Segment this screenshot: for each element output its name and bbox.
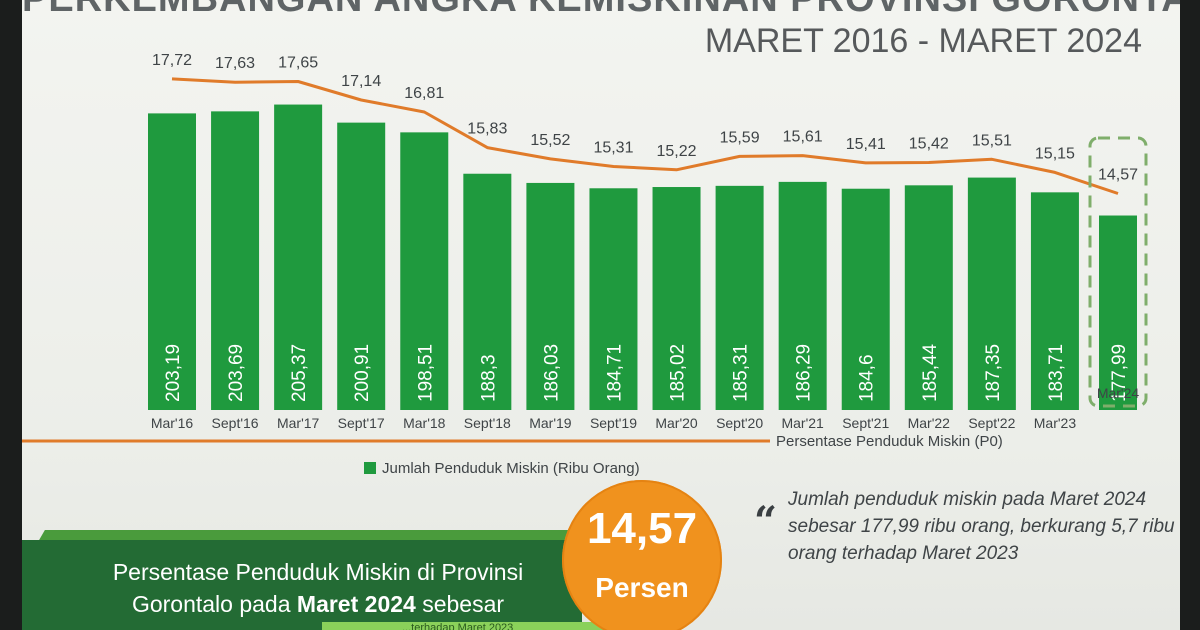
category-label: Mar'19 xyxy=(529,415,572,431)
legend-line-label: Persentase Penduduk Miskin (P0) xyxy=(776,433,1003,450)
percentage-line xyxy=(171,77,1119,195)
bar-0 xyxy=(148,113,196,411)
bar-10 xyxy=(778,181,827,410)
bar-value-label: 183,71 xyxy=(1046,344,1067,402)
category-labels-group: Mar'16 Sept'16 Mar'17 Sept'17 Mar'18 Sept'18 M… xyxy=(151,385,1140,431)
bar-value-label: 185,44 xyxy=(920,343,941,402)
line-group xyxy=(171,77,1119,195)
line-labels-group: 17,72 17,63 17,65 17,14 16,81 15,83 15,52 15,31… xyxy=(152,52,1138,184)
category-label: Sept'17 xyxy=(338,415,385,431)
highlight-group xyxy=(1088,136,1148,408)
callout-value: 14,57 xyxy=(586,504,698,553)
legend: Jumlah Penduduk Miskin (Ribu Orang) Pers… xyxy=(22,433,1003,477)
bar-value-label: 185,02 xyxy=(668,344,689,402)
bar-7 xyxy=(589,188,638,410)
bar-8 xyxy=(652,187,701,410)
line-value-label: 16,81 xyxy=(404,85,444,102)
line-value-label: 15,22 xyxy=(657,143,697,160)
banner-strip: ...terhadap Maret 2023 xyxy=(322,622,642,630)
line-value-label: 17,14 xyxy=(341,73,381,90)
chart-title: PERKEMBANGAN ANGKA KEMISKINAN PROVINSI G… xyxy=(22,0,1180,21)
category-label: Mar'21 xyxy=(781,415,824,431)
legend-bar-label: Jumlah Penduduk Miskin (Ribu Orang) xyxy=(382,460,640,477)
line-value-label: 15,31 xyxy=(593,140,633,157)
bar-value-label: 203,69 xyxy=(226,344,247,402)
bar-9 xyxy=(715,185,764,410)
bar-value-label: 185,31 xyxy=(731,344,752,402)
bar-value-label: 186,29 xyxy=(794,344,815,402)
line-value-label: 15,51 xyxy=(972,132,1012,149)
category-label: Sept'18 xyxy=(464,415,511,431)
banner-line-2-prefix: Gorontalo pada xyxy=(131,591,297,617)
bar-values-group: 203,19 203,69 205,37 200,91 198,51 188,3 186,0… xyxy=(163,343,1130,402)
category-label: Sept'20 xyxy=(716,415,763,431)
banner-line-2-bold: Maret 2024 xyxy=(296,591,416,617)
bar-2 xyxy=(274,104,323,410)
bar-5 xyxy=(463,173,512,410)
legend-bar-swatch xyxy=(364,462,376,474)
bar-value-label: 200,91 xyxy=(352,344,373,402)
summary-banner xyxy=(22,540,582,630)
bar-3 xyxy=(337,122,386,410)
bar-value-label: 184,71 xyxy=(604,344,625,402)
banner-line-2-suffix: sebesar xyxy=(415,591,505,617)
bar-value-label: 186,03 xyxy=(541,344,562,402)
category-label: Mar'20 xyxy=(655,415,698,431)
bar-value-label: 205,37 xyxy=(289,344,310,402)
bar-14 xyxy=(1030,192,1079,410)
line-value-label: 17,72 xyxy=(152,52,192,69)
banner-accent xyxy=(39,530,605,540)
line-value-label: 15,83 xyxy=(467,121,507,138)
category-label: Mar'18 xyxy=(403,415,446,431)
banner-line-1: Persentase Penduduk Miskin di Provinsi xyxy=(112,559,524,585)
category-label: Sept'22 xyxy=(968,415,1015,431)
line-value-label: 15,42 xyxy=(909,136,949,153)
quote-mark-icon: “ xyxy=(754,498,778,545)
bar-value-label: 203,19 xyxy=(163,344,184,402)
bar-12 xyxy=(904,185,953,410)
category-label: Sept'19 xyxy=(590,415,637,431)
bar-13 xyxy=(967,177,1016,410)
line-value-label: 15,59 xyxy=(720,129,760,146)
category-label: Sept'21 xyxy=(842,415,889,431)
bar-1 xyxy=(211,111,260,411)
bar-11 xyxy=(841,188,890,410)
quote-text: Jumlah penduduk miskin pada Maret 2024 s… xyxy=(788,489,1175,564)
banner-line-2: Gorontalo pada Maret 2024 sebesar xyxy=(58,588,578,620)
line-value-label: 17,63 xyxy=(215,55,255,72)
bar-value-label: 188,3 xyxy=(478,354,499,402)
line-value-label: 15,41 xyxy=(846,136,886,153)
percentage-callout: 14,57 Persen xyxy=(562,480,722,630)
bar-4 xyxy=(400,132,449,410)
line-value-label: 15,15 xyxy=(1035,145,1075,162)
bar-value-label: 184,6 xyxy=(857,354,878,402)
line-value-label: 15,52 xyxy=(530,132,570,149)
bar-value-label: 187,35 xyxy=(983,344,1004,402)
highlight-box xyxy=(1088,136,1148,408)
bar-value-label: 198,51 xyxy=(415,344,436,402)
category-label: Mar'23 xyxy=(1034,415,1077,431)
callout-unit: Persen xyxy=(595,572,689,603)
slide: PERKEMBANGAN ANGKA KEMISKINAN PROVINSI G… xyxy=(22,0,1180,630)
line-value-label: 17,65 xyxy=(278,54,318,71)
category-label: Mar'16 xyxy=(151,415,194,431)
category-label: Mar'24 xyxy=(1097,385,1140,401)
line-value-label: 14,57 xyxy=(1098,166,1138,183)
summary-banner-text: Persentase Penduduk Miskin di Provinsi G… xyxy=(58,556,578,620)
category-label: Mar'22 xyxy=(908,415,951,431)
bars-group xyxy=(148,104,1137,411)
bar-value-label: 177,99 xyxy=(1109,344,1130,402)
bar-6 xyxy=(526,182,575,410)
category-label: Sept'16 xyxy=(212,415,259,431)
category-label: Mar'17 xyxy=(277,415,320,431)
poverty-chart: 203,19 203,69 205,37 200,91 198,51 188,3 186,0… xyxy=(22,52,1148,477)
bar-15 xyxy=(1099,215,1137,410)
chart-subtitle: MARET 2016 - MARET 2024 xyxy=(704,22,1142,60)
line-value-label: 15,61 xyxy=(783,129,823,146)
